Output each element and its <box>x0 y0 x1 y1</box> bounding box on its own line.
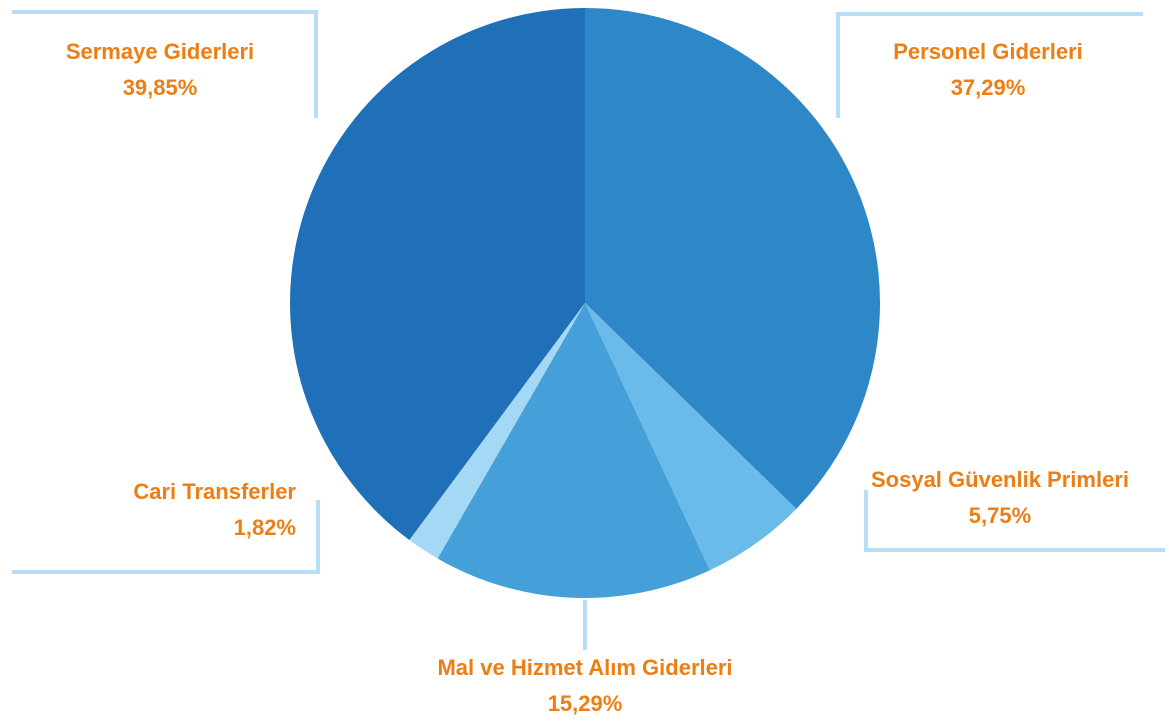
slice-label: Sermaye Giderleri 39,85% <box>10 34 310 106</box>
category-label: Personel Giderleri <box>893 39 1083 64</box>
pie-slice <box>585 303 797 571</box>
category-label: Mal ve Hizmet Alım Giderleri <box>437 655 733 680</box>
category-label: Sosyal Güvenlik Primleri <box>870 467 1129 492</box>
slice-label: Sosyal Güvenlik Primleri 5,75% <box>870 462 1130 534</box>
value-label: 1,82% <box>233 515 296 540</box>
category-label: Sermaye Giderleri <box>65 39 255 64</box>
value-label: 15,29% <box>547 691 623 716</box>
pie-slice <box>290 8 585 541</box>
slice-label: Cari Transferler 1,82% <box>20 474 296 546</box>
label-brackets <box>12 10 1165 650</box>
value-label: 5,75% <box>968 503 1032 528</box>
pie-slice <box>437 303 710 598</box>
pie-slice <box>409 303 585 559</box>
value-label: 37,29% <box>950 75 1026 100</box>
value-label: 39,85% <box>122 75 198 100</box>
category-label: Cari Transferler <box>133 479 296 504</box>
slice-label: Mal ve Hizmet Alım Giderleri 15,29% <box>430 650 740 722</box>
slice-label: Personel Giderleri 37,29% <box>838 34 1138 106</box>
pie-slice <box>585 8 881 509</box>
